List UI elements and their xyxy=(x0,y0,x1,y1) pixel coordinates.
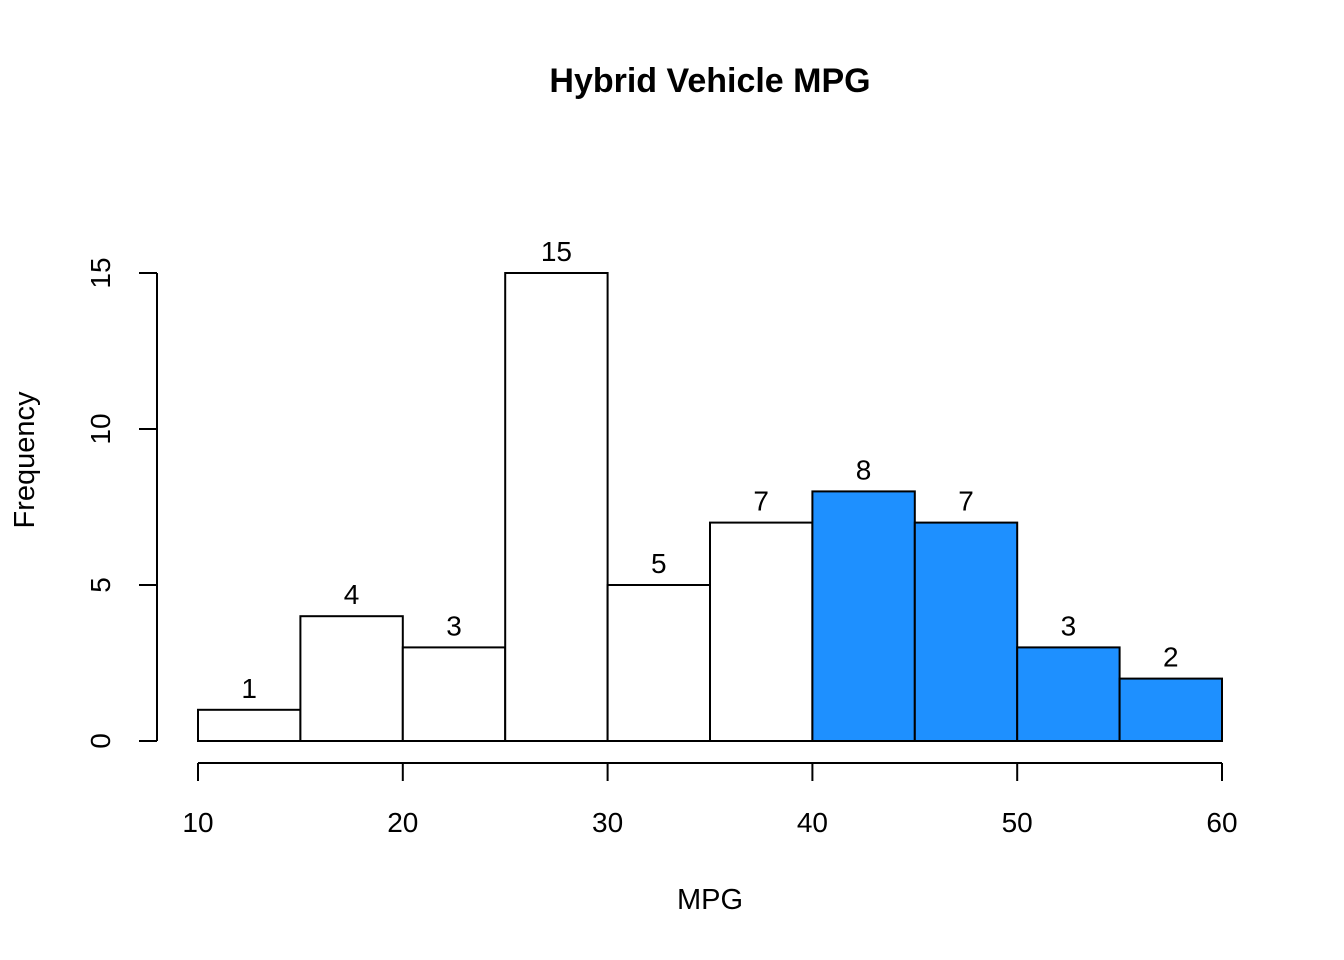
bar-labels-group: 1 4 3 15 5 7 8 7 3 2 xyxy=(241,236,1178,704)
bar-45-50 xyxy=(913,521,1019,742)
bars-group xyxy=(197,272,1223,743)
x-tick-label: 10 xyxy=(182,807,213,838)
bar-15-20 xyxy=(299,615,404,743)
x-axis: 10 20 30 40 50 60 xyxy=(182,762,1238,838)
bar-count-label: 7 xyxy=(753,486,769,517)
bar-count-label: 15 xyxy=(541,236,572,267)
bar-20-25 xyxy=(401,646,507,743)
bar-count-label: 2 xyxy=(1163,642,1179,673)
bar-55-60 xyxy=(1118,677,1223,742)
bar-50-55 xyxy=(1016,646,1121,743)
x-axis-label: MPG xyxy=(677,884,743,916)
bar-10-15 xyxy=(197,708,302,742)
y-tick-label: 10 xyxy=(85,413,116,444)
bar-35-40 xyxy=(709,521,814,742)
y-tick-label: 0 xyxy=(85,733,116,749)
bar-count-label: 5 xyxy=(651,548,667,579)
chart-title: Hybrid Vehicle MPG xyxy=(549,62,870,100)
bar-count-label: 3 xyxy=(446,610,462,641)
bar-count-label: 3 xyxy=(1061,610,1077,641)
y-axis: 0 5 10 15 xyxy=(85,257,158,749)
y-tick-label: 5 xyxy=(85,577,116,593)
y-axis-label: Frequency xyxy=(9,391,41,529)
bar-25-30 xyxy=(504,272,609,742)
bar-30-35 xyxy=(606,584,711,742)
bar-count-label: 1 xyxy=(241,673,257,704)
x-tick-label: 40 xyxy=(797,807,828,838)
bar-count-label: 4 xyxy=(344,579,360,610)
x-tick-label: 30 xyxy=(592,807,623,838)
x-tick-label: 20 xyxy=(387,807,418,838)
x-tick-label: 60 xyxy=(1206,807,1237,838)
y-tick-label: 15 xyxy=(85,257,116,288)
bar-40-45 xyxy=(811,490,916,742)
x-tick-label: 50 xyxy=(1002,807,1033,838)
bar-count-label: 7 xyxy=(958,486,974,517)
bar-count-label: 8 xyxy=(856,454,872,485)
